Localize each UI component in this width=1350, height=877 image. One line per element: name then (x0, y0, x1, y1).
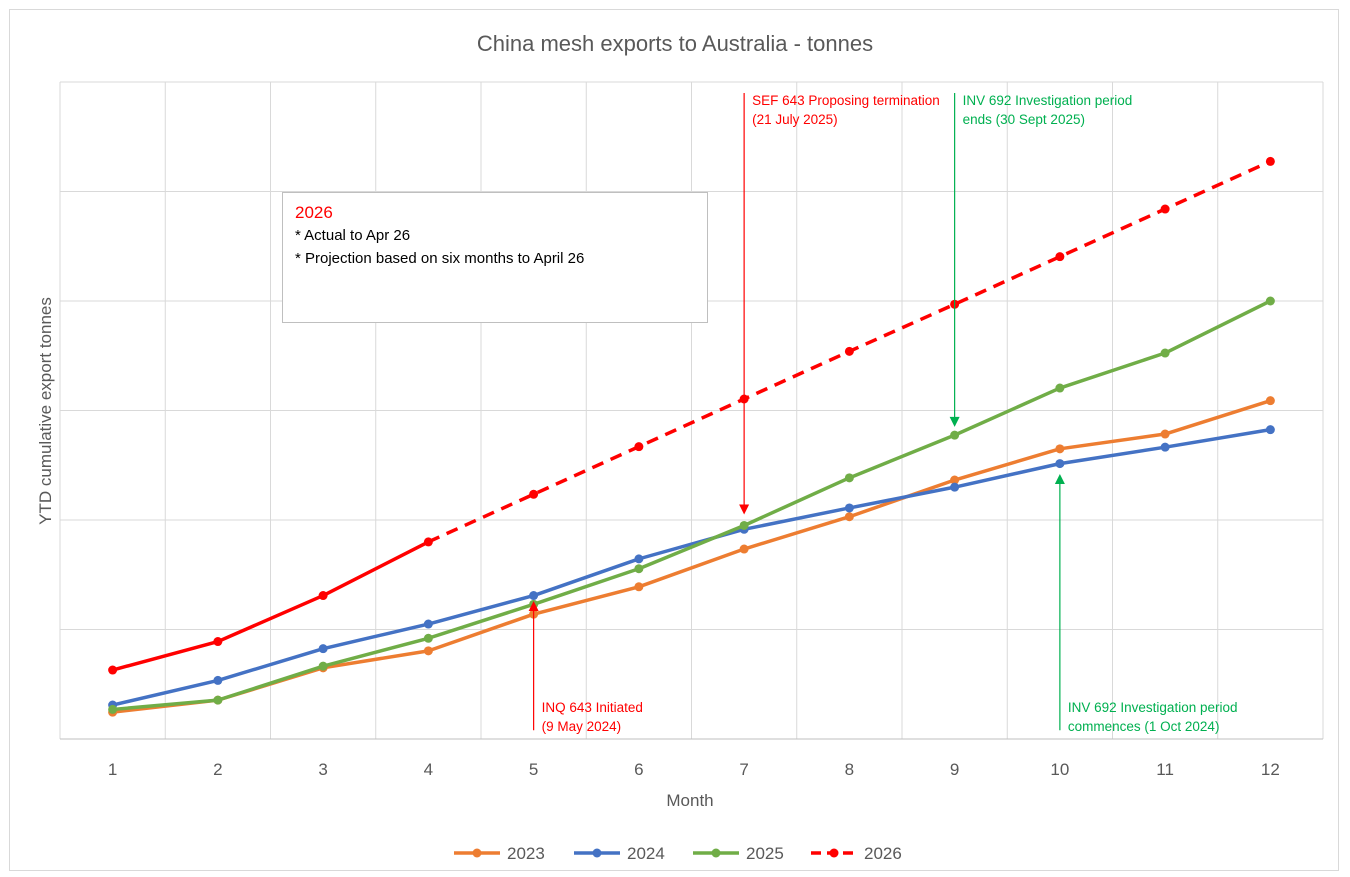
annotation-text: SEF 643 Proposing termination (752, 93, 940, 108)
series-2025-point (1265, 296, 1275, 306)
series-2024-line (112, 427, 1271, 707)
series-2024-point (423, 619, 433, 629)
series-2025-point (1160, 348, 1170, 358)
series-2025-point (213, 695, 223, 705)
series-2024-point (213, 675, 223, 685)
note-line-projection: * Projection based on six months to Apri… (295, 250, 585, 267)
series-2025-point (1055, 383, 1065, 393)
legend-marker-2026 (829, 848, 839, 858)
axes: 1 2 3 4 5 6 7 8 9 10 11 12 (60, 738, 1323, 779)
annotation-text: (21 July 2025) (752, 112, 838, 127)
gridlines (59, 81, 1324, 740)
annotations: SEF 643 Proposing termination (21 July 20… (528, 92, 1238, 734)
series-2024-point (1055, 459, 1065, 469)
legend-marker-2025 (711, 848, 721, 858)
series-2026-point (423, 537, 433, 547)
series-2023-point (950, 475, 960, 485)
x-tick-label: 7 (739, 760, 748, 779)
series-2025-point (318, 661, 328, 671)
series-2026-point (529, 489, 539, 499)
x-tick-label: 9 (950, 760, 959, 779)
series-2025-line (112, 299, 1272, 712)
x-tick-label: 4 (424, 760, 433, 779)
legend-label-2023: 2023 (507, 844, 545, 863)
x-tick-label: 10 (1050, 760, 1069, 779)
series-2026-point (1265, 156, 1275, 166)
chart-frame (9, 9, 1339, 871)
series-2026-actual-line (112, 540, 430, 672)
series-2024-point (1265, 425, 1275, 435)
x-tick-label: 3 (318, 760, 327, 779)
legend-marker-2023 (472, 848, 482, 858)
series-2023-point (1265, 396, 1275, 406)
series-lines (108, 156, 1275, 717)
series-2025-point (108, 704, 118, 714)
annotation-text: commences (1 Oct 2024) (1068, 719, 1220, 734)
legend-label-2025: 2025 (746, 844, 784, 863)
series-2026-point (108, 665, 118, 675)
x-tick-label: 5 (529, 760, 538, 779)
annotation-text: INV 692 Investigation period (1068, 700, 1238, 715)
annotation-arrowhead (528, 601, 539, 612)
series-2026-point (844, 346, 854, 356)
legend: 2023 2024 2025 2026 (454, 844, 902, 863)
x-tick-label: 11 (1156, 760, 1174, 779)
annotation-text: INQ 643 Initiated (542, 700, 643, 715)
series-2025-point (634, 564, 644, 574)
x-tick-label: 6 (634, 760, 643, 779)
annotation-arrowhead (949, 416, 960, 427)
annotation-arrowhead (739, 504, 750, 515)
series-2024-point (1160, 442, 1170, 452)
x-axis-label: Month (666, 791, 713, 810)
series-2026-point (213, 637, 223, 647)
x-tick-label: 12 (1261, 760, 1280, 779)
note-title: 2026 (295, 203, 333, 222)
series-2023-point (844, 512, 854, 522)
series-2025-point (739, 520, 749, 530)
x-tick-label: 1 (108, 760, 117, 779)
series-2025-point (423, 633, 433, 643)
series-2025-point (844, 473, 854, 483)
legend-label-2026: 2026 (864, 844, 902, 863)
annotation-arrowhead (1054, 474, 1065, 485)
series-2026-point (1055, 252, 1065, 262)
series-2023-point (634, 582, 644, 592)
x-tick-label: 8 (845, 760, 854, 779)
annotation-text: INV 692 Investigation period (963, 93, 1133, 108)
legend-marker-2024 (592, 848, 602, 858)
series-2024-point (318, 644, 328, 654)
annotation-text: (9 May 2024) (542, 719, 622, 734)
series-2023-point (423, 646, 433, 656)
series-2023-point (1055, 444, 1065, 454)
series-2023-point (739, 544, 749, 554)
series-2026-point (634, 442, 644, 452)
y-axis-label: YTD cumulative export tonnes (36, 297, 55, 525)
series-2024-point (950, 482, 960, 492)
annotation-text: ends (30 Sept 2025) (963, 112, 1085, 127)
x-tick-label: 2 (213, 760, 222, 779)
series-2023-point (1160, 429, 1170, 439)
series-2024-point (844, 503, 854, 513)
legend-label-2024: 2024 (627, 844, 665, 863)
note-line-actual: * Actual to Apr 26 (295, 227, 411, 244)
series-2025-point (950, 430, 960, 440)
series-2024-point (634, 554, 644, 564)
chart-title: China mesh exports to Australia - tonnes (477, 31, 873, 56)
series-2026-point (318, 591, 328, 601)
projection-note-box: 2026 * Actual to Apr 26 * Projection bas… (282, 192, 708, 323)
series-2026-point (1160, 204, 1170, 214)
series-2024-point (529, 591, 539, 601)
